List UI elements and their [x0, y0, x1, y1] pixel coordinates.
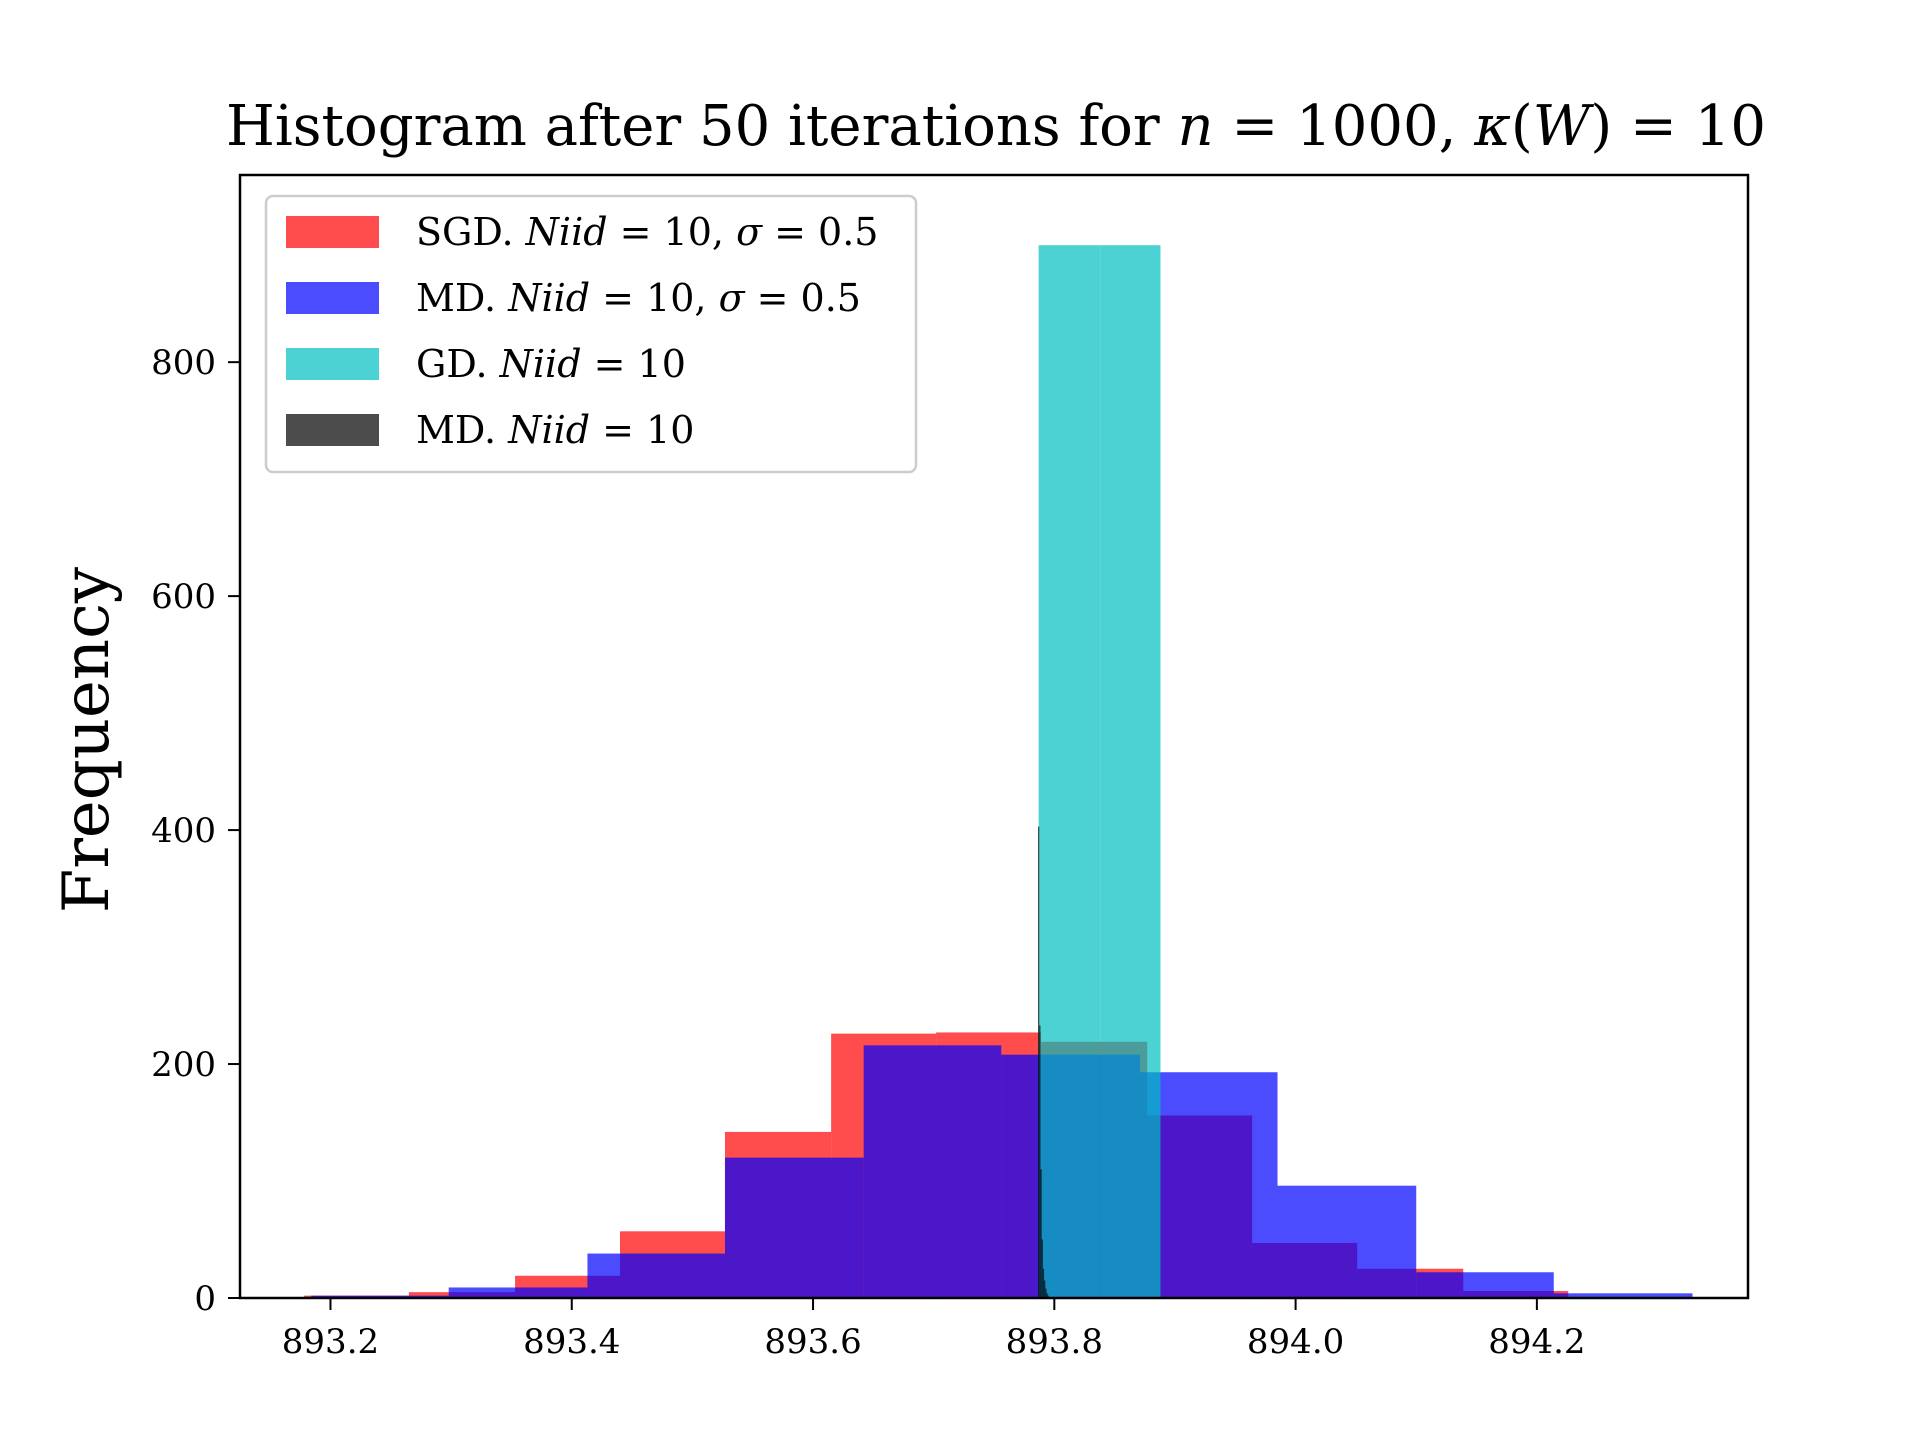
- legend-item-sgd: SGD. Niid = 10, σ = 0.5: [286, 210, 878, 254]
- histogram-bar: [1041, 1239, 1043, 1298]
- bars-layer: [303, 245, 1693, 1298]
- y-axis-label: Frequency: [50, 567, 124, 913]
- histogram-bar: [1044, 1280, 1046, 1298]
- text-part: Niid: [525, 210, 608, 254]
- text-part: σ: [736, 210, 763, 254]
- x-tick-label: 893.2: [282, 1322, 379, 1362]
- legend: SGD. Niid = 10, σ = 0.5MD. Niid = 10, σ …: [264, 194, 918, 474]
- histogram-bar: [1039, 1025, 1041, 1298]
- text-part: = 0.5: [762, 210, 878, 254]
- text-part: Niid: [499, 342, 582, 386]
- text-part: Histogram after 50 iterations for: [226, 94, 1177, 159]
- x-axis: 893.2 893.4 893.6 893.8 894.0 894.2: [282, 1298, 1586, 1362]
- text-part: = 0.5: [745, 276, 861, 320]
- y-tick-label: 600: [151, 577, 216, 617]
- legend-swatch: [286, 216, 379, 248]
- histogram-bar: [1042, 1268, 1045, 1298]
- text-part: n: [1177, 94, 1213, 159]
- x-tick-label: 893.8: [1006, 1322, 1103, 1362]
- text-part: (: [1511, 94, 1533, 159]
- histogram-bar: [1100, 245, 1161, 1298]
- histogram-bar: [587, 1253, 725, 1298]
- text-part: = 10,: [608, 210, 737, 254]
- legend-item-gd: GD. Niid = 10: [286, 342, 686, 386]
- legend-label: GD. Niid = 10: [416, 342, 686, 386]
- histogram-bar: [1040, 1169, 1042, 1298]
- legend-swatch: [286, 282, 379, 314]
- legend-item-md: MD. Niid = 10: [286, 408, 694, 452]
- histogram-bar: [1038, 245, 1101, 1298]
- legend-label: MD. Niid = 10, σ = 0.5: [416, 276, 861, 320]
- text-part: Niid: [507, 276, 590, 320]
- histogram-bar: [1139, 1072, 1278, 1298]
- y-tick-label: 400: [151, 811, 216, 851]
- text-part: MD.: [416, 276, 508, 320]
- text-part: = 10: [582, 342, 686, 386]
- legend-label: SGD. Niid = 10, σ = 0.5: [416, 210, 878, 254]
- y-axis: 0 200 400 600 800: [151, 343, 240, 1319]
- text-part: σ: [719, 276, 746, 320]
- histogram-bar: [1277, 1185, 1417, 1298]
- chart-title: Histogram after 50 iterations for n = 10…: [226, 94, 1766, 159]
- x-tick-label: 894.2: [1488, 1322, 1585, 1362]
- text-part: κ: [1473, 94, 1511, 159]
- histogram-bar: [1046, 1293, 1048, 1298]
- y-tick-label: 800: [151, 343, 216, 383]
- histogram-bar: [863, 1045, 1002, 1298]
- text-part: Niid: [507, 408, 590, 452]
- legend-swatch: [286, 414, 379, 446]
- text-part: = 10: [590, 408, 694, 452]
- text-part: MD.: [416, 408, 508, 452]
- histogram-bar: [724, 1157, 864, 1298]
- histogram-bar: [448, 1287, 588, 1298]
- text-part: ) = 10: [1590, 94, 1766, 159]
- x-tick-label: 893.4: [523, 1322, 620, 1362]
- x-tick-label: 893.6: [764, 1322, 861, 1362]
- x-tick-label: 894.0: [1247, 1322, 1344, 1362]
- histogram-bar: [1416, 1272, 1554, 1298]
- axes-frame: [238, 173, 1750, 1300]
- text-part: SGD.: [416, 210, 526, 254]
- y-tick-label: 0: [194, 1279, 216, 1319]
- text-part: = 10,: [590, 276, 719, 320]
- histogram-bar: [1553, 1293, 1693, 1298]
- text-part: = 1000,: [1214, 94, 1475, 159]
- series-gd: [1038, 245, 1161, 1298]
- histogram-bar: [1045, 1288, 1047, 1298]
- legend-swatch: [286, 348, 379, 380]
- text-part: W: [1533, 94, 1595, 159]
- y-tick-label: 200: [151, 1045, 216, 1085]
- histogram-bar: [1038, 826, 1040, 1298]
- legend-frame: [264, 194, 918, 474]
- legend-label: MD. Niid = 10: [416, 408, 694, 452]
- legend-item-md_sigma: MD. Niid = 10, σ = 0.5: [286, 276, 861, 320]
- text-part: GD.: [416, 342, 500, 386]
